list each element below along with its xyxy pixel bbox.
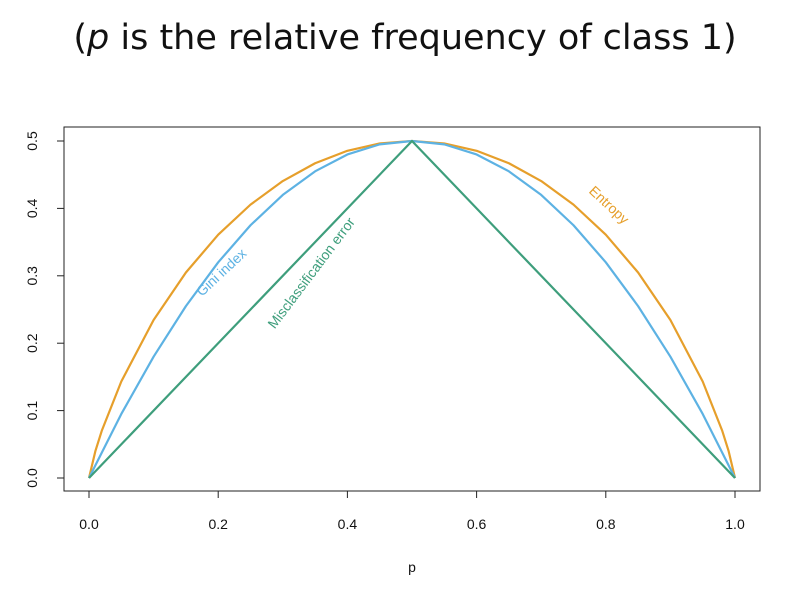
y-tick-label: 0.3: [24, 266, 40, 286]
chart-series: [87, 139, 737, 479]
x-tick-label: 0.6: [467, 516, 487, 532]
title-open-paren: (: [73, 18, 88, 58]
y-tick-label: 0.5: [24, 131, 40, 151]
misclassification-error-line: [88, 139, 736, 479]
x-tick-label: 0.8: [596, 516, 616, 532]
misclassification-error-label: Misclassification error: [264, 214, 358, 331]
chart-title: (p is the relative frequency of class 1): [0, 18, 810, 58]
x-tick-label: 0.4: [338, 516, 358, 532]
title-variable: p: [87, 18, 110, 58]
entropy-label: Entropy: [586, 182, 632, 227]
gini-index-line: [88, 139, 736, 479]
y-tick-label: 0.2: [24, 333, 40, 353]
x-tick-label: 1.0: [725, 516, 745, 532]
x-tick-label: 0.2: [208, 516, 228, 532]
x-axis-ticks: 0.0 0.2 0.4 0.6 0.8 1.0: [79, 491, 745, 532]
y-axis-ticks: 0.0 0.1 0.2 0.3 0.4 0.5: [24, 131, 64, 488]
y-tick-label: 0.4: [24, 198, 40, 218]
plot-frame: [63, 126, 761, 492]
title-text: is the relative frequency of class 1): [109, 18, 737, 58]
x-tick-label: 0.0: [79, 516, 99, 532]
entropy-line: [87, 139, 737, 479]
y-tick-label: 0.0: [24, 468, 40, 488]
y-tick-label: 0.1: [24, 401, 40, 421]
x-axis-label: p: [408, 559, 416, 575]
